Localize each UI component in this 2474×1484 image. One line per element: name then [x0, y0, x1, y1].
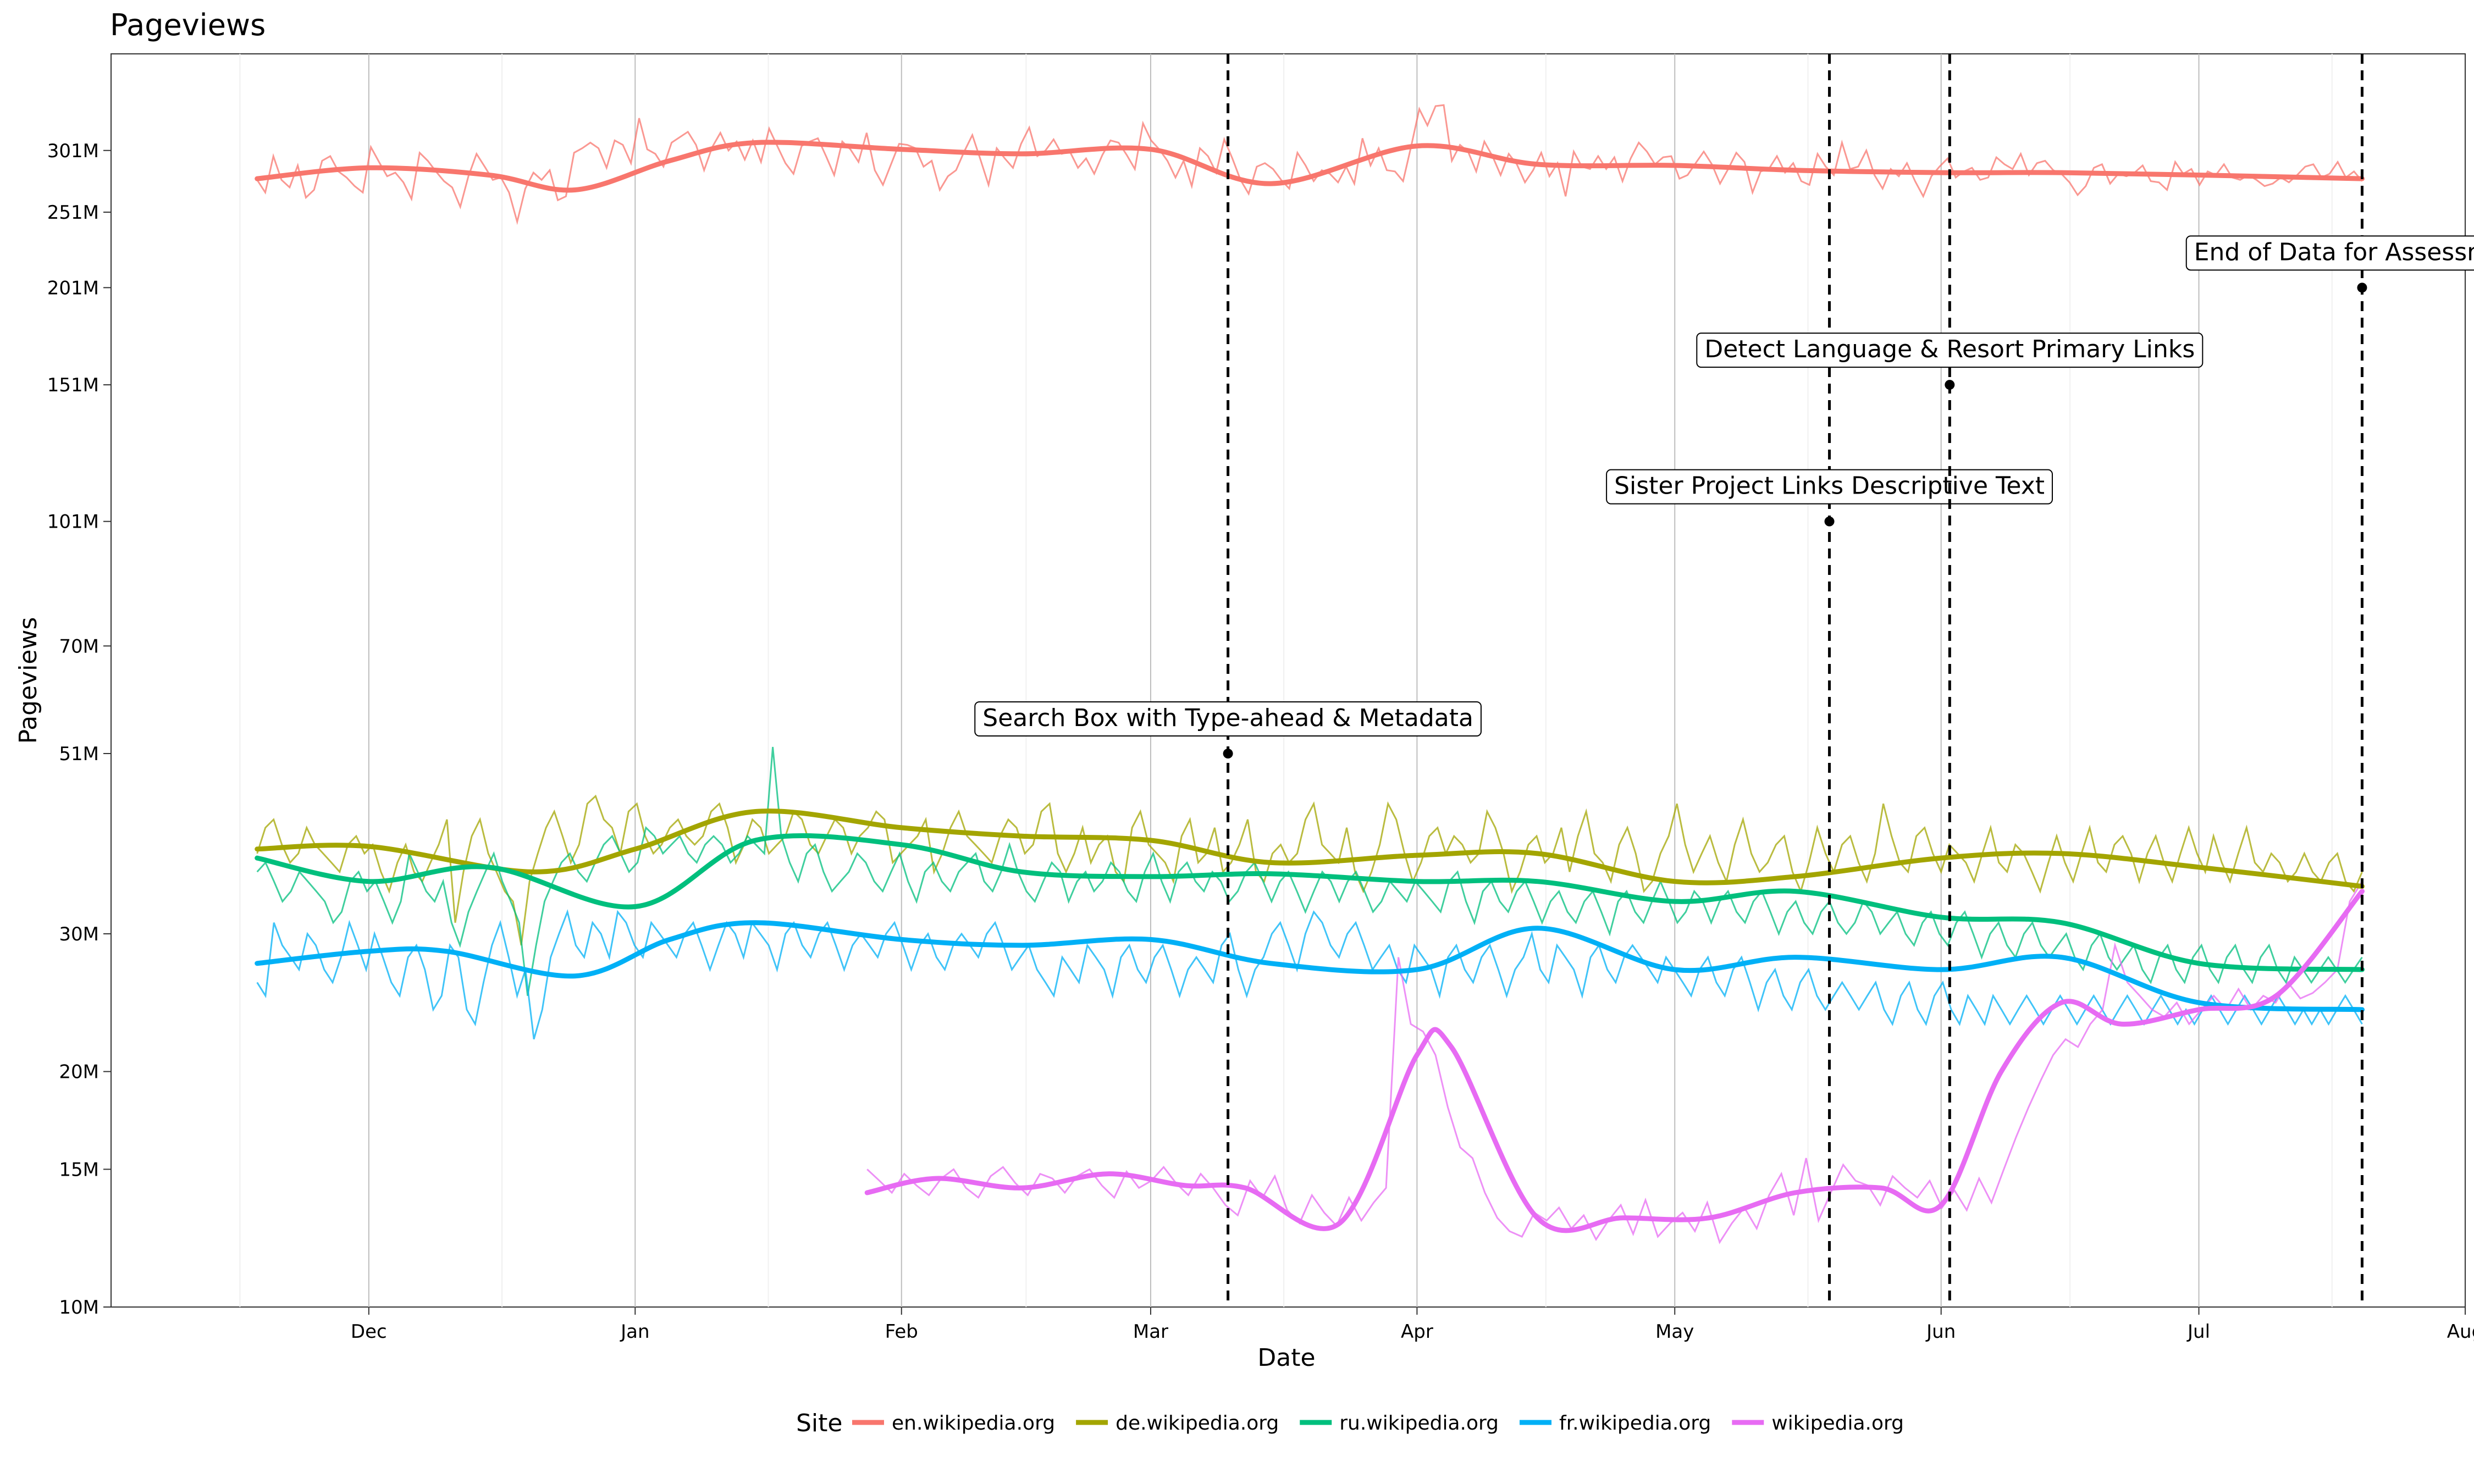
legend-label-2: de.wikipedia.org [1115, 1412, 1279, 1435]
event-point-2 [1824, 516, 1835, 527]
smooth-line-wikipedia-org [864, 889, 2365, 1233]
legend-label-1: en.wikipedia.org [892, 1412, 1055, 1435]
legend-label-4: fr.wikipedia.org [1559, 1412, 1711, 1435]
y-tick-label: 51M [59, 743, 99, 765]
raw-line-en-wikipedia-org [256, 104, 2363, 225]
y-tick-label: 151M [47, 374, 99, 396]
smooth-line-fr-wikipedia-org [255, 920, 2365, 1012]
chart-title: Pageviews [110, 8, 266, 42]
y-tick-label: 201M [47, 277, 99, 299]
legend-label-5: wikipedia.org [1771, 1412, 1904, 1435]
event-label-box-3 [1696, 333, 2204, 368]
legend-title: Site [796, 1409, 842, 1437]
y-tick-label: 15M [59, 1159, 99, 1181]
event-point-3 [1945, 380, 1955, 390]
x-tick-label: Mar [1133, 1321, 1168, 1343]
smooth-line-en-wikipedia-org [255, 140, 2365, 193]
x-tick-label: Jul [2186, 1321, 2210, 1343]
y-tick-label: 20M [59, 1061, 99, 1083]
event-label-1: Search Box with Type-ahead & Metadata [982, 704, 1473, 732]
event-label-box-4 [2185, 235, 2474, 271]
x-tick-label: May [1655, 1321, 1694, 1343]
raw-line-ru-wikipedia-org [256, 746, 2363, 996]
event-label-2: Sister Project Links Descriptive Text [1614, 472, 2045, 500]
x-tick-label: Dec [351, 1321, 387, 1343]
legend: Site en.wikipedia.org de.wikipedia.org ru.w… [796, 1409, 1904, 1437]
raw-line-fr-wikipedia-org [256, 909, 2363, 1040]
raw-line-wikipedia-org [866, 881, 2363, 1244]
y-tick-label: 70M [59, 635, 99, 657]
event-label-3: Detect Language & Resort Primary Links [1704, 335, 2195, 363]
plot-background [111, 53, 2466, 1308]
y-axis-title: Pageviews [14, 617, 42, 744]
legend-label-3: ru.wikipedia.org [1339, 1412, 1499, 1435]
y-tick-label: 301M [47, 140, 99, 162]
event-markers: Search Box with Type-ahead & Metadata Sis… [974, 54, 2474, 1307]
y-axis: 10M 15M 20M 30M 51M 70M 101M 151M 201M 251M 301M [47, 140, 111, 1319]
raw-series-lines [256, 104, 2363, 1244]
event-label-box-2 [1606, 469, 2053, 505]
raw-line-de-wikipedia-org [256, 794, 2363, 946]
gridlines [239, 54, 2333, 1307]
x-axis: Dec Jan Feb Mar Apr May Jun Jul Aug [351, 1307, 2474, 1343]
x-tick-label: Jan [620, 1321, 649, 1343]
smoothed-series-lines [255, 140, 2365, 1233]
y-tick-label: 10M [59, 1297, 99, 1319]
y-tick-label: 30M [59, 923, 99, 945]
event-label-box-1 [974, 701, 1482, 737]
event-point-1 [1223, 749, 1233, 759]
smooth-line-ru-wikipedia-org [255, 833, 2365, 972]
x-axis-title: Date [1257, 1344, 1315, 1372]
y-tick-label: 251M [47, 202, 99, 224]
x-tick-label: Feb [885, 1321, 918, 1343]
x-tick-label: Apr [1401, 1321, 1433, 1343]
y-tick-label: 101M [47, 511, 99, 533]
x-tick-label: Jun [1925, 1321, 1956, 1343]
smooth-line-de-wikipedia-org [255, 809, 2365, 889]
event-label-4: End of Data for Assessment [2194, 238, 2474, 266]
x-tick-label: Aug [2447, 1321, 2474, 1343]
event-point-4 [2357, 283, 2367, 293]
